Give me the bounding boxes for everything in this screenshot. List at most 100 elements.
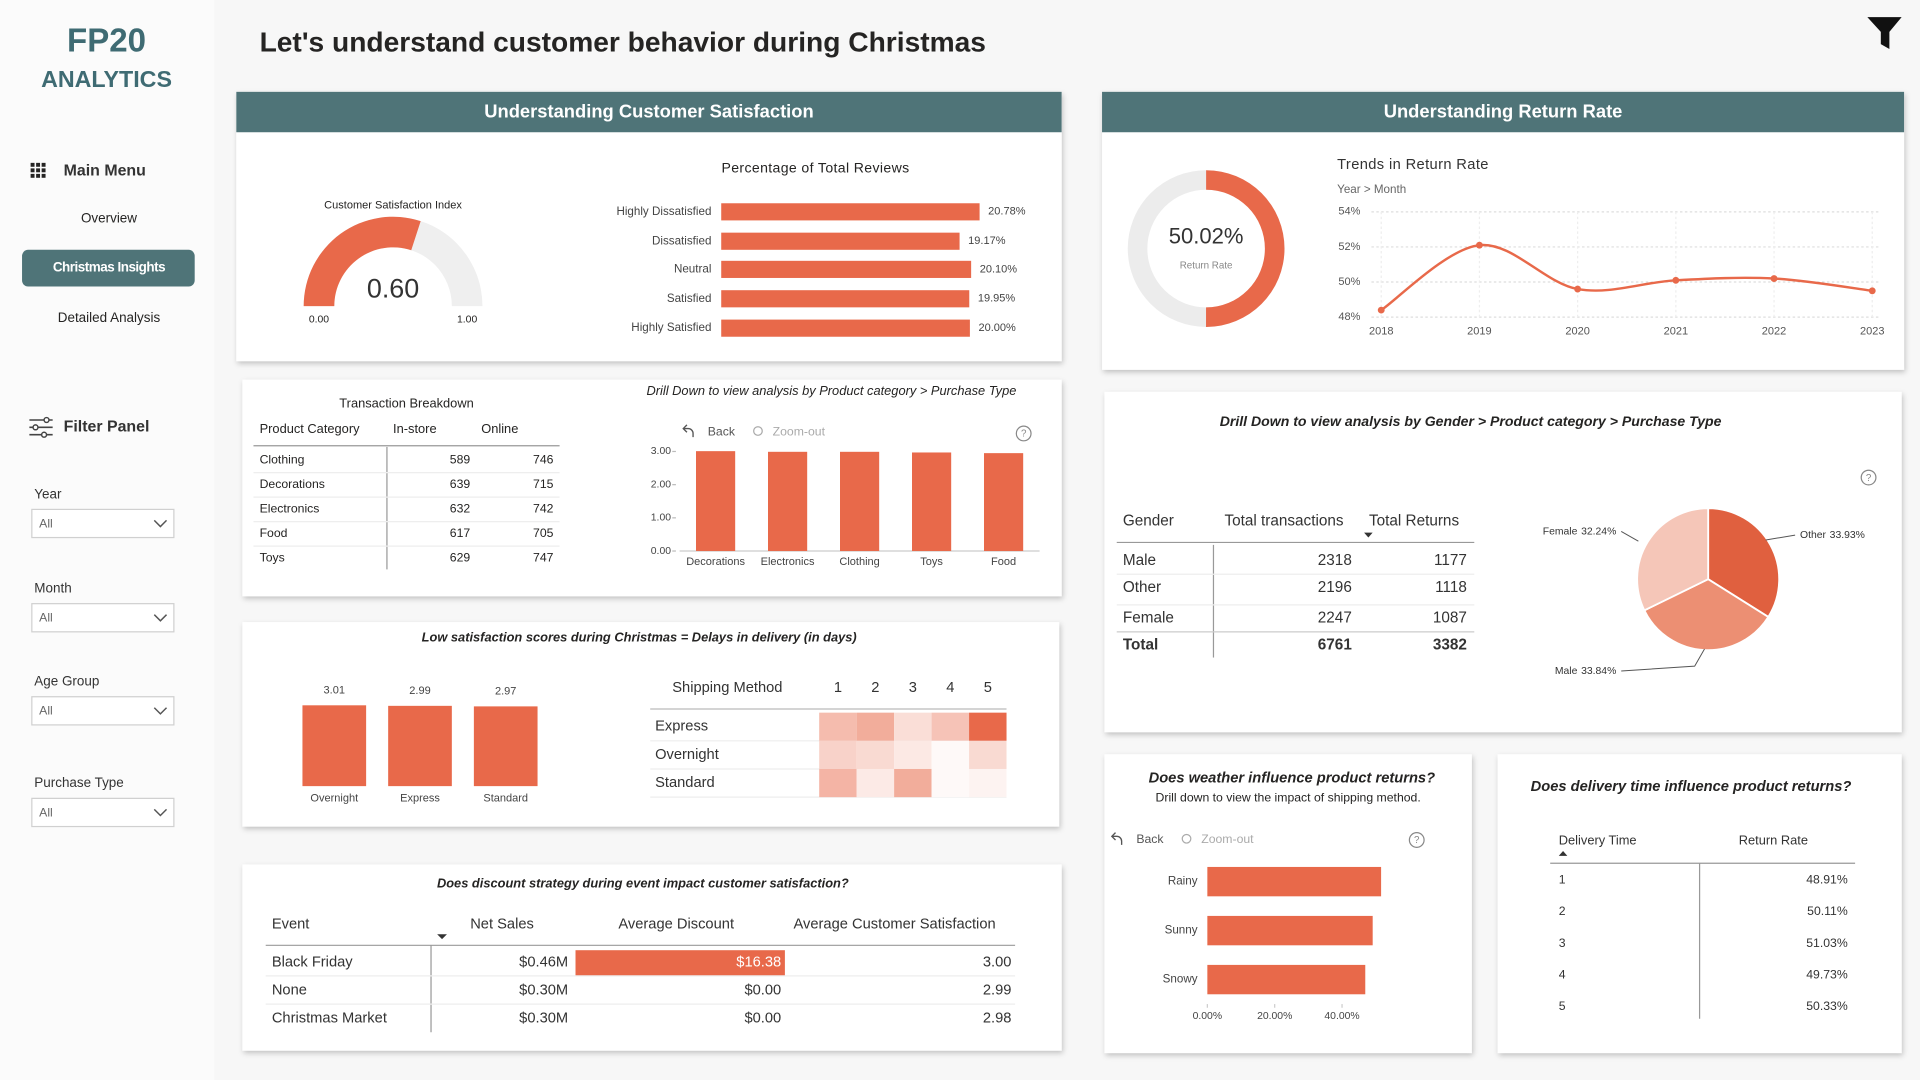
- line-point[interactable]: [1770, 275, 1778, 282]
- category-label: Sunny: [1165, 924, 1198, 937]
- bar[interactable]: [1207, 915, 1373, 946]
- y-tick-label: 54%: [1338, 206, 1360, 218]
- bar[interactable]: [1207, 866, 1382, 897]
- bar[interactable]: [721, 319, 970, 337]
- dropdown-value[interactable]: All: [39, 805, 53, 819]
- table-cell: 6761: [1318, 636, 1353, 653]
- pie-value-label: 33.93%: [1830, 530, 1865, 541]
- x-tick-label: 40.00%: [1324, 1011, 1359, 1022]
- x-tick-label: Standard: [483, 792, 528, 804]
- bar[interactable]: [768, 451, 808, 552]
- heat-cell[interactable]: [969, 712, 1007, 741]
- bar[interactable]: [721, 203, 980, 221]
- gauge-value: [303, 216, 421, 307]
- bar[interactable]: [721, 232, 960, 250]
- card: [1104, 754, 1472, 1054]
- column-header: Online: [481, 421, 518, 436]
- bar[interactable]: [473, 706, 538, 787]
- heat-cell[interactable]: [819, 768, 857, 798]
- column-header[interactable]: Average Discount: [618, 916, 734, 932]
- heat-cell[interactable]: [856, 712, 895, 741]
- category-label: Satisfied: [667, 292, 712, 305]
- column-header[interactable]: Return Rate: [1739, 833, 1808, 848]
- dropdown[interactable]: [31, 797, 175, 828]
- x-tick-label: Express: [400, 792, 440, 804]
- help-icon[interactable]: [1408, 832, 1425, 848]
- category-label: Snowy: [1163, 973, 1198, 986]
- table-cell: $0.30M: [519, 982, 568, 998]
- heat-cell[interactable]: [856, 768, 895, 798]
- help-icon[interactable]: [1015, 425, 1032, 442]
- zoom-out-button[interactable]: Zoom-out: [1201, 832, 1254, 846]
- zoom-icon[interactable]: [1181, 833, 1192, 844]
- bar[interactable]: [984, 453, 1024, 552]
- help-icon[interactable]: [1860, 469, 1877, 486]
- bar[interactable]: [388, 705, 452, 787]
- heat-cell[interactable]: [819, 712, 857, 741]
- chart-title: Drill Down to view analysis by Product c…: [646, 383, 1016, 398]
- menu-item[interactable]: Detailed Analysis: [58, 310, 161, 325]
- table-cell: 1087: [1433, 609, 1467, 626]
- column-header[interactable]: Average Customer Satisfaction: [793, 916, 995, 932]
- heat-cell[interactable]: [931, 712, 970, 741]
- matrix-column: 5: [984, 680, 992, 696]
- heat-cell[interactable]: [969, 740, 1007, 769]
- line-point[interactable]: [1868, 287, 1876, 295]
- bar[interactable]: [302, 705, 367, 787]
- dropdown-value[interactable]: All: [39, 611, 53, 625]
- back-icon[interactable]: [682, 424, 694, 438]
- bar[interactable]: [912, 452, 952, 552]
- pie-slice[interactable]: [1636, 507, 1710, 612]
- bar[interactable]: [721, 260, 972, 278]
- column-header[interactable]: Gender: [1123, 513, 1174, 530]
- dropdown[interactable]: [31, 603, 175, 633]
- heat-cell[interactable]: [856, 740, 895, 769]
- zoom-icon[interactable]: [753, 426, 763, 436]
- bar[interactable]: [840, 451, 880, 552]
- table-cell: $0.30M: [519, 1011, 568, 1027]
- line-point[interactable]: [1574, 285, 1582, 293]
- dropdown[interactable]: [31, 696, 175, 726]
- dropdown-value[interactable]: All: [39, 704, 53, 718]
- y-tick-label: 3.00: [651, 446, 671, 457]
- column-header[interactable]: Delivery Time: [1559, 833, 1637, 848]
- dropdown[interactable]: [31, 508, 175, 539]
- zoom-out-button[interactable]: Zoom-out: [773, 424, 826, 438]
- column-header[interactable]: Event: [272, 916, 310, 932]
- line-point[interactable]: [1475, 241, 1483, 249]
- column-header[interactable]: Total transactions: [1224, 513, 1343, 530]
- heat-cell[interactable]: [931, 740, 970, 769]
- menu-item[interactable]: Overview: [81, 211, 137, 226]
- x-tick-label: 2018: [1369, 326, 1394, 338]
- heat-cell[interactable]: [819, 740, 857, 769]
- filter-icon[interactable]: [1867, 17, 1902, 49]
- heat-cell[interactable]: [931, 768, 970, 798]
- matrix-row: Express: [655, 719, 708, 735]
- y-tick-label: 48%: [1338, 311, 1360, 323]
- back-icon[interactable]: [1110, 832, 1123, 845]
- active-menu-item[interactable]: [22, 249, 195, 287]
- x-tick-label: Decorations: [686, 556, 745, 568]
- x-tick-label: Toys: [920, 556, 943, 568]
- line-point[interactable]: [1672, 276, 1680, 284]
- filter-label: Year: [34, 486, 62, 501]
- bar[interactable]: [721, 290, 970, 308]
- dropdown-value[interactable]: All: [39, 516, 53, 530]
- heat-cell[interactable]: [894, 768, 932, 798]
- y-tick-label: 2.00: [651, 479, 671, 490]
- x-tick-label: Food: [991, 556, 1016, 568]
- menu-item[interactable]: Christmas Insights: [53, 260, 166, 275]
- bar[interactable]: [1207, 964, 1366, 995]
- column-header[interactable]: Net Sales: [470, 916, 534, 932]
- bar[interactable]: [696, 451, 736, 552]
- chart-subtitle: Drill down to view the impact of shippin…: [1156, 791, 1421, 805]
- line-point[interactable]: [1377, 306, 1385, 314]
- heat-cell[interactable]: [894, 712, 932, 741]
- back-button[interactable]: Back: [708, 424, 736, 438]
- table-cell: $0.00: [744, 982, 781, 998]
- chart-title: Drill Down to view analysis by Gender > …: [1220, 413, 1722, 429]
- heat-cell[interactable]: [969, 768, 1007, 798]
- column-header[interactable]: Total Returns: [1369, 513, 1459, 530]
- heat-cell[interactable]: [894, 740, 932, 769]
- back-button[interactable]: Back: [1136, 832, 1164, 846]
